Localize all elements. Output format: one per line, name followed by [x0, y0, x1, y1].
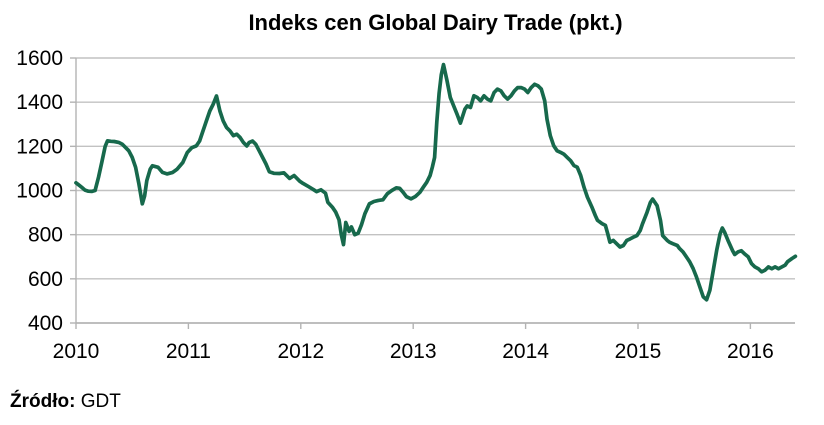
- x-tick-label: 2011: [166, 340, 211, 363]
- y-tick-label: 1400: [16, 91, 63, 114]
- y-tick-label: 800: [28, 224, 63, 247]
- x-tick-label: 2016: [727, 340, 774, 363]
- source-note: Źródło: GDT: [10, 391, 121, 413]
- y-tick-label: 1600: [16, 47, 63, 70]
- x-tick-label: 2014: [502, 340, 549, 363]
- x-tick-label: 2015: [615, 340, 662, 363]
- y-tick-label: 1200: [16, 135, 63, 158]
- line-chart-plot-area: 400 600 800 1000 1200 1400 1600 2010 2011 2012 201…: [16, 47, 798, 363]
- x-tick-label: 2013: [390, 340, 437, 363]
- y-tick-label: 400: [28, 312, 63, 335]
- y-tick-label: 1000: [16, 180, 63, 203]
- y-tick-label: 600: [28, 268, 63, 291]
- x-tick-label: 2010: [53, 340, 100, 363]
- x-tick-label: 2012: [277, 340, 324, 363]
- source-value: GDT: [80, 391, 121, 412]
- gdt-index-data-line: [74, 62, 798, 302]
- source-label: Źródło:: [10, 391, 76, 412]
- chart-title: Indeks cen Global Dairy Trade (pkt.): [248, 10, 623, 35]
